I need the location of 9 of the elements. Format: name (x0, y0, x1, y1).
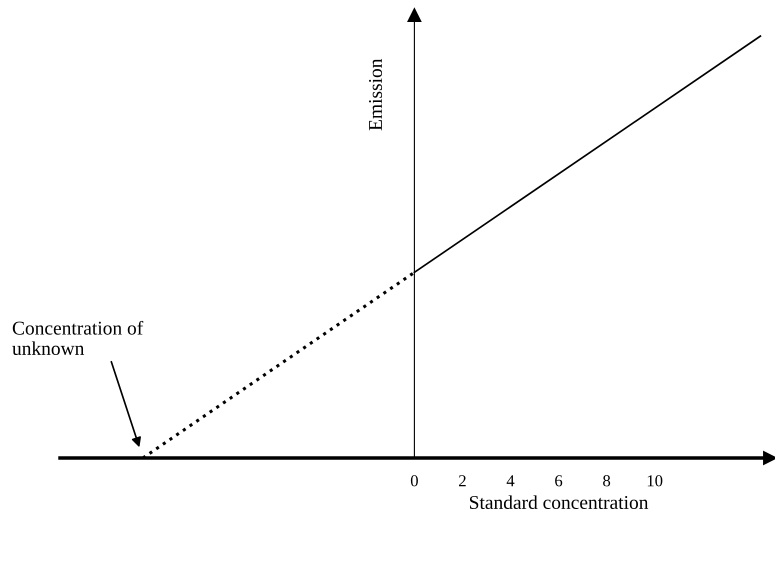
x-tick-label: 8 (603, 475, 610, 486)
x-tick-label: 4 (506, 475, 514, 486)
x-axis-title: Standard concentration (470, 495, 648, 510)
x-tick-label: 2 (459, 475, 466, 486)
x-tick-label: 10 (648, 475, 662, 486)
y-axis-title: Emission (368, 58, 382, 130)
annotation: Concentration of unknown (12, 320, 144, 356)
x-tick-label: 6 (555, 475, 562, 486)
x-tick-label: 0 (410, 475, 418, 486)
